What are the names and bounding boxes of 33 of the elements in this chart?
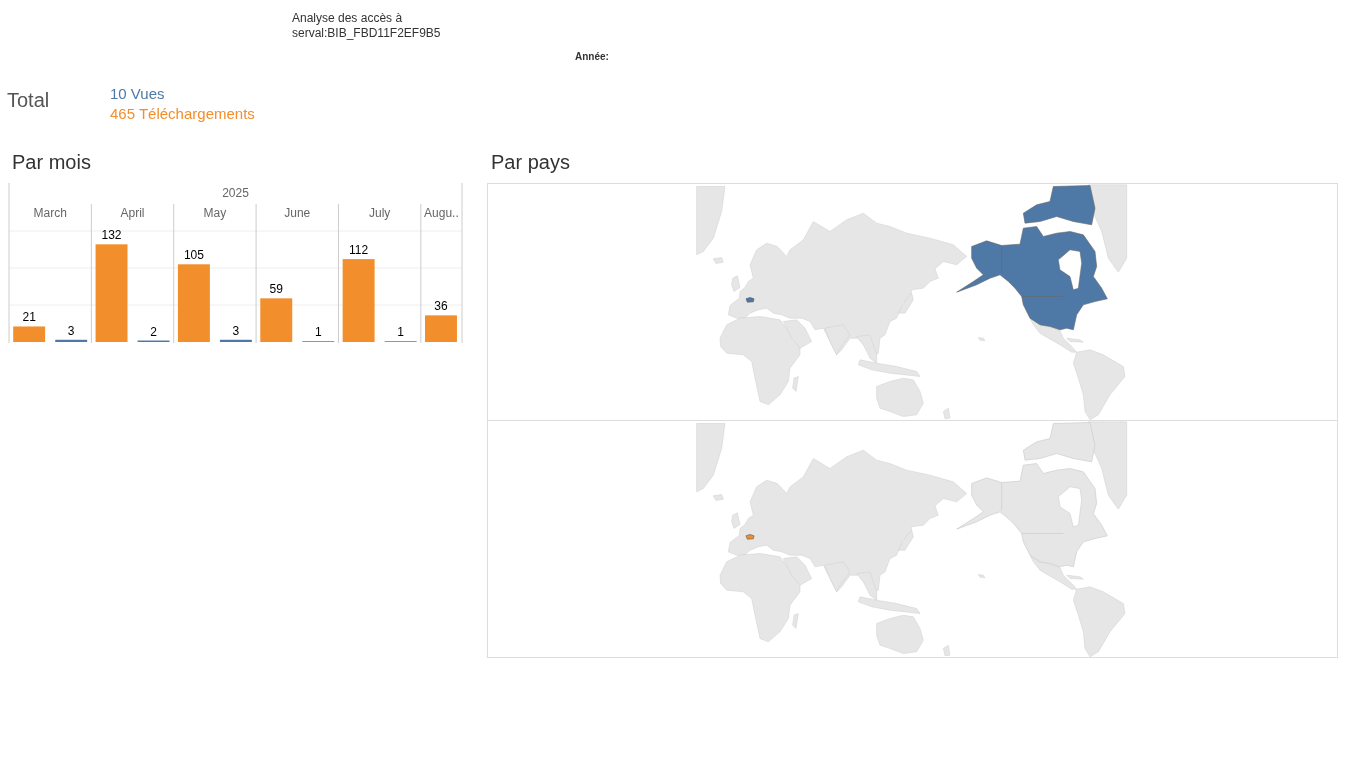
chart-title: Par mois <box>12 151 91 173</box>
bar <box>425 315 457 342</box>
bar <box>219 339 252 342</box>
bar <box>342 259 375 342</box>
text: 465 Téléchargements <box>110 105 255 122</box>
x-tick-label: Augu.. <box>424 206 459 220</box>
x-tick-label: March <box>33 206 67 220</box>
x-tick-label: May <box>203 206 227 220</box>
text: Total <box>7 89 50 111</box>
bar <box>95 244 128 342</box>
data-label: 2 <box>150 324 158 339</box>
data-label: 112 <box>349 243 369 258</box>
data-label: 59 <box>269 282 284 297</box>
x-tick-label: July <box>368 206 391 220</box>
bar <box>177 264 210 342</box>
text: Par pays <box>491 151 570 173</box>
data-label: 36 <box>434 299 448 314</box>
bar <box>13 326 46 342</box>
text: 10 Vues <box>110 85 165 102</box>
data-label: 3 <box>232 323 240 338</box>
bar <box>55 339 88 342</box>
x-axis-title: 2025 <box>222 186 250 200</box>
data-label: 105 <box>183 248 205 263</box>
data-label: 1 <box>314 325 322 340</box>
x-tick-label: April <box>120 206 145 220</box>
data-label: 132 <box>101 228 122 243</box>
x-tick-label: June <box>284 206 311 220</box>
data-label: 1 <box>397 325 405 340</box>
data-label: 3 <box>67 323 75 338</box>
text: Année: <box>575 51 609 62</box>
text: Analyse des accès à serval:BIB_FBD11F2EF9B5 <box>292 11 441 40</box>
data-label: 21 <box>22 310 37 325</box>
bar <box>260 298 293 342</box>
